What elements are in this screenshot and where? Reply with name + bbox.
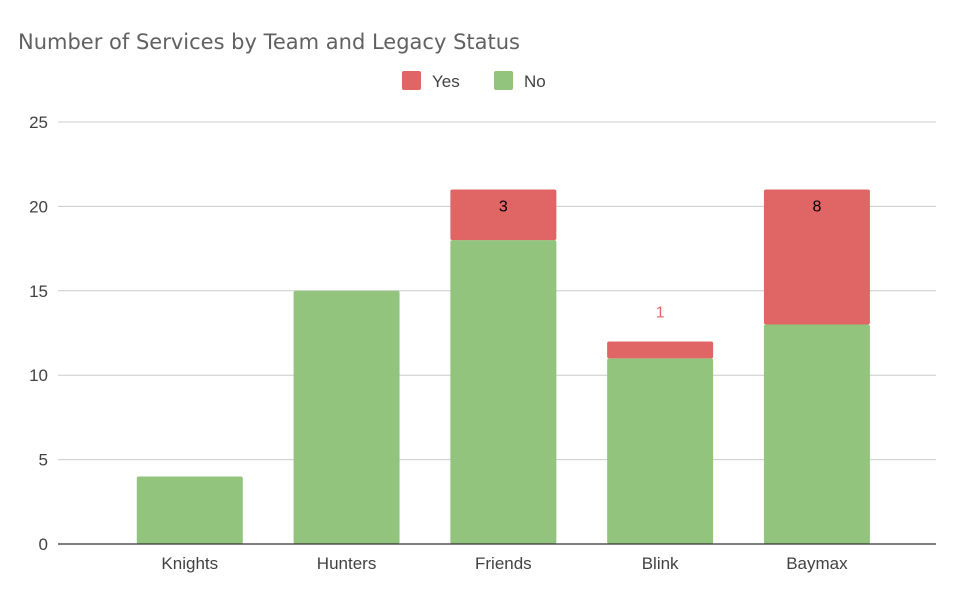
x-tick-label: Friends [475,554,532,573]
x-tick-label: Baymax [786,554,848,573]
data-label-baymax: 8 [812,199,821,216]
bar-no-friends [450,240,557,544]
y-tick-label: 0 [39,535,48,554]
y-tick-label: 20 [29,197,48,216]
bar-yes-friends [450,189,557,241]
x-axis-ticks: Knights Hunters Friends Blink Baymax [161,554,848,573]
legend-label-no: No [524,72,546,91]
legend-swatch-yes [402,71,421,90]
y-tick-label: 5 [39,451,48,470]
bar-yes-baymax [763,189,870,325]
chart-title: Number of Services by Team and Legacy St… [18,30,520,54]
bar-no-blink [607,358,714,544]
legend-swatch-no [494,71,513,90]
data-label-friends: 3 [499,199,508,216]
data-labels: 3 1 8 [499,199,822,322]
bar-no-baymax [763,324,870,544]
bar-no-knights [136,476,243,544]
legend-label-yes: Yes [432,72,460,91]
chart-legend: Yes No [402,71,546,91]
y-tick-label: 15 [29,282,48,301]
y-axis-ticks: 0 5 10 15 20 25 [29,113,48,554]
x-tick-label: Knights [161,554,218,573]
x-tick-label: Hunters [317,554,377,573]
y-tick-label: 10 [29,366,48,385]
bar-yes-blink [607,341,714,359]
bars [136,189,870,544]
y-tick-label: 25 [29,113,48,132]
bar-no-hunters [293,290,400,544]
x-tick-label: Blink [642,554,679,573]
data-label-blink: 1 [656,304,665,321]
